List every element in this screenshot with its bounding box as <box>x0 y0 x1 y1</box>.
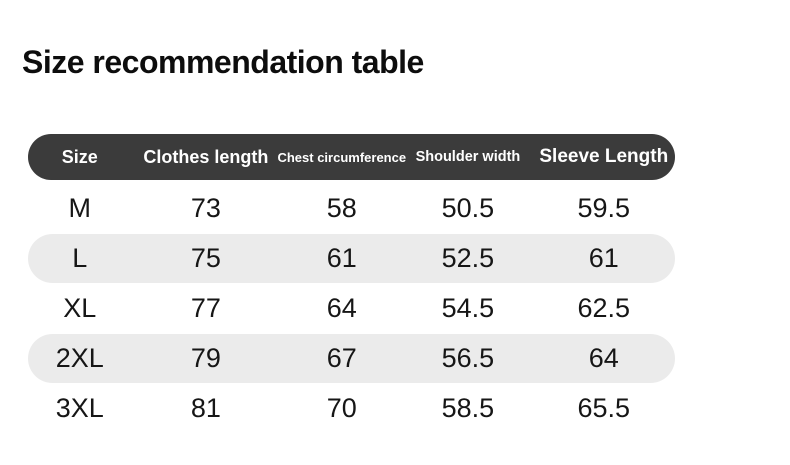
sleeve-length-cell: 65.5 <box>577 393 631 423</box>
sleeve-length-cell: 64 <box>588 343 619 373</box>
size-cell: 3XL <box>55 393 104 423</box>
clothes-length-cell: 75 <box>190 243 221 273</box>
chest-circumference-cell: 70 <box>326 393 357 423</box>
size-cell: 2XL <box>55 343 104 373</box>
clothes-length-cell: 79 <box>190 343 221 373</box>
sleeve-length-cell: 61 <box>588 243 619 273</box>
table-row-3xl: 3XL 81 70 58.5 65.5 <box>28 384 675 433</box>
chest-circumference-cell: 58 <box>326 193 357 223</box>
table-row-l: L 75 61 52.5 61 <box>28 234 675 283</box>
shoulder-width-cell: 54.5 <box>441 293 495 323</box>
sleeve-length-cell: 62.5 <box>577 293 631 323</box>
size-cell: M <box>68 193 92 223</box>
chest-circumference-cell: 67 <box>326 343 357 373</box>
column-header-clothes-length: Clothes length <box>143 146 269 167</box>
table-row-m: M 73 58 50.5 59.5 <box>28 184 675 233</box>
column-header-shoulder-width: Shoulder width <box>415 149 521 165</box>
clothes-length-cell: 81 <box>190 393 221 423</box>
table-row-2xl: 2XL 79 67 56.5 64 <box>28 334 675 383</box>
sleeve-length-cell: 59.5 <box>577 193 631 223</box>
clothes-length-cell: 73 <box>190 193 221 223</box>
size-cell: XL <box>63 293 97 323</box>
column-header-size: Size <box>61 146 98 167</box>
table-row-xl: XL 77 64 54.5 62.5 <box>28 284 675 333</box>
shoulder-width-cell: 56.5 <box>441 343 495 373</box>
size-table: Size Clothes length Chest circumference … <box>28 134 675 434</box>
shoulder-width-cell: 58.5 <box>441 393 495 423</box>
column-header-chest-circumference: Chest circumference <box>277 149 407 165</box>
size-cell: L <box>72 243 88 273</box>
page-title: Size recommendation table <box>22 44 424 80</box>
shoulder-width-cell: 50.5 <box>441 193 495 223</box>
chest-circumference-cell: 61 <box>326 243 357 273</box>
table-header-row: Size Clothes length Chest circumference … <box>28 134 675 180</box>
shoulder-width-cell: 52.5 <box>441 243 495 273</box>
chest-circumference-cell: 64 <box>326 293 357 323</box>
column-header-sleeve-length: Sleeve Length <box>539 146 669 167</box>
clothes-length-cell: 77 <box>190 293 221 323</box>
